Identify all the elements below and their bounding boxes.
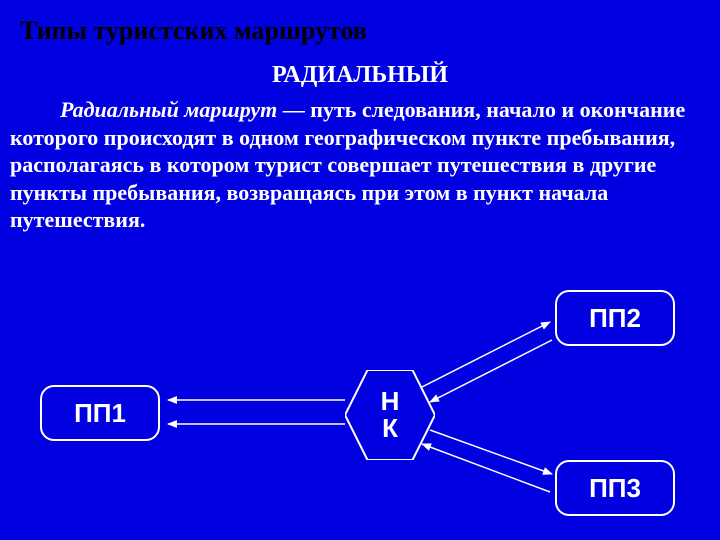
- slide-title: Типы туристских маршрутов: [20, 16, 367, 46]
- arrow-nk-pp2: [420, 322, 550, 388]
- node-pp1: ПП1: [40, 385, 160, 441]
- node-pp2: ПП2: [555, 290, 675, 346]
- arrow-pp2-nk: [430, 340, 552, 402]
- node-nk-label: Н К: [381, 388, 400, 443]
- slide: Типы туристских маршрутов РАДИАЛЬНЫЙ Рад…: [0, 0, 720, 540]
- slide-subtitle: РАДИАЛЬНЫЙ: [0, 62, 720, 89]
- arrow-pp3-nk: [422, 444, 550, 492]
- arrow-nk-pp3: [430, 430, 552, 474]
- node-pp3: ПП3: [555, 460, 675, 516]
- body-indent: [10, 97, 60, 122]
- body-paragraph: Радиальный маршрут — путь следования, на…: [10, 96, 720, 234]
- node-nk: Н К: [345, 370, 435, 460]
- body-term: Радиальный маршрут: [60, 97, 277, 122]
